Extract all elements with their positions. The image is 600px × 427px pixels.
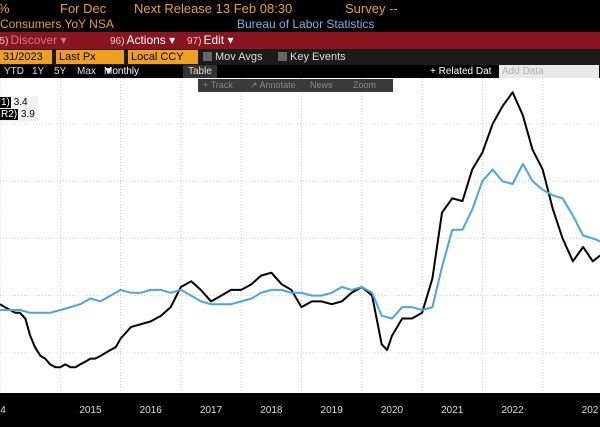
- survey-label: Survey --: [345, 1, 398, 16]
- source-label: Bureau of Labor Statistics: [237, 17, 375, 31]
- x-tick-label: 2022: [501, 405, 524, 416]
- x-axis: 4 2015 2016 2017 2018 2019 2020 2021 2022 202: [0, 393, 600, 427]
- chevron-down-icon: ▼: [104, 66, 114, 77]
- annotate-tool[interactable]: ↗ Annotate: [250, 80, 296, 90]
- key-events-label: Key Events: [290, 51, 346, 63]
- series-title: Consumers YoY NSA: [0, 17, 114, 31]
- currency-dropdown[interactable]: Local CCY: [128, 50, 198, 64]
- legend-value-1: 3.4: [13, 97, 28, 108]
- legend-entry-1: 1) 3.4: [0, 97, 38, 109]
- legend-value-2: 3.9: [20, 109, 35, 120]
- range-max-button[interactable]: Max: [77, 66, 96, 77]
- line-chart[interactable]: [0, 78, 600, 393]
- next-release-label: Next Release 13 Feb 08:30: [134, 1, 293, 16]
- x-tick-label: 2017: [199, 405, 223, 416]
- mov-avgs-label: Mov Avgs: [215, 51, 263, 63]
- plot-background: [0, 78, 600, 393]
- legend-entry-2: R2) 3.9: [0, 109, 38, 121]
- legend: 1) 3.4 R2) 3.9: [0, 96, 38, 122]
- key-events-checkbox[interactable]: [278, 52, 287, 61]
- chart-parameters-row: 31/2023 Last Px Local CCY Mov Avgs Key E…: [0, 49, 600, 65]
- zoom-tool[interactable]: Zoom: [353, 80, 377, 90]
- related-data-button[interactable]: + Related Dat: [430, 66, 492, 77]
- series-line-2: [0, 162, 600, 320]
- series-description-row: Consumers YoY NSA Bureau of Labor Statis…: [0, 17, 600, 32]
- unit-label: %: [0, 0, 10, 17]
- track-tool[interactable]: + Track: [203, 80, 233, 90]
- x-tick-label: 202: [581, 405, 599, 416]
- x-tick-label: 2019: [320, 405, 343, 416]
- x-tick-label: 2015: [79, 405, 102, 416]
- legend-tag-2: R2): [0, 109, 19, 120]
- range-5y-button[interactable]: 5Y: [54, 66, 67, 77]
- mov-avgs-checkbox[interactable]: [203, 52, 212, 61]
- end-date-field[interactable]: 31/2023: [0, 50, 52, 64]
- legend-tag-1: 1): [0, 97, 11, 108]
- series-line-1: [0, 91, 600, 369]
- chart-tools-bar: + Track ↗ Annotate News Zoom: [198, 79, 393, 92]
- security-header-row: % For Dec Next Release 13 Feb 08:30 Surv…: [0, 0, 600, 17]
- edit-menu[interactable]: 97) Edit ▾: [187, 33, 234, 47]
- actions-menu[interactable]: 96) Actions ▾: [110, 33, 176, 47]
- news-tool[interactable]: News: [310, 80, 333, 90]
- add-data-input[interactable]: Add Data: [499, 65, 599, 78]
- range-1y-button[interactable]: 1Y: [32, 66, 45, 77]
- x-tick-label: 4: [0, 405, 6, 416]
- x-tick-label: 2020: [380, 405, 404, 416]
- x-tick-label: 2018: [260, 405, 283, 416]
- x-tick-label: 2021: [441, 405, 464, 416]
- price-field-dropdown[interactable]: Last Px: [56, 50, 124, 64]
- x-tick-label: 2016: [139, 405, 162, 416]
- table-button[interactable]: Table: [183, 65, 217, 78]
- function-toolbar: 95)Discover ▾ 96)Actions ▾ 97)Edit ▾: [0, 32, 600, 49]
- discover-menu[interactable]: 95)Discover ▾: [0, 33, 67, 47]
- period-label: For Dec: [60, 1, 107, 16]
- chart-area[interactable]: [0, 78, 600, 393]
- date-range-row: YTD 1Y 5Y Max Monthly ▼ Table + Related …: [0, 65, 600, 78]
- range-ytd-button[interactable]: YTD: [4, 66, 24, 77]
